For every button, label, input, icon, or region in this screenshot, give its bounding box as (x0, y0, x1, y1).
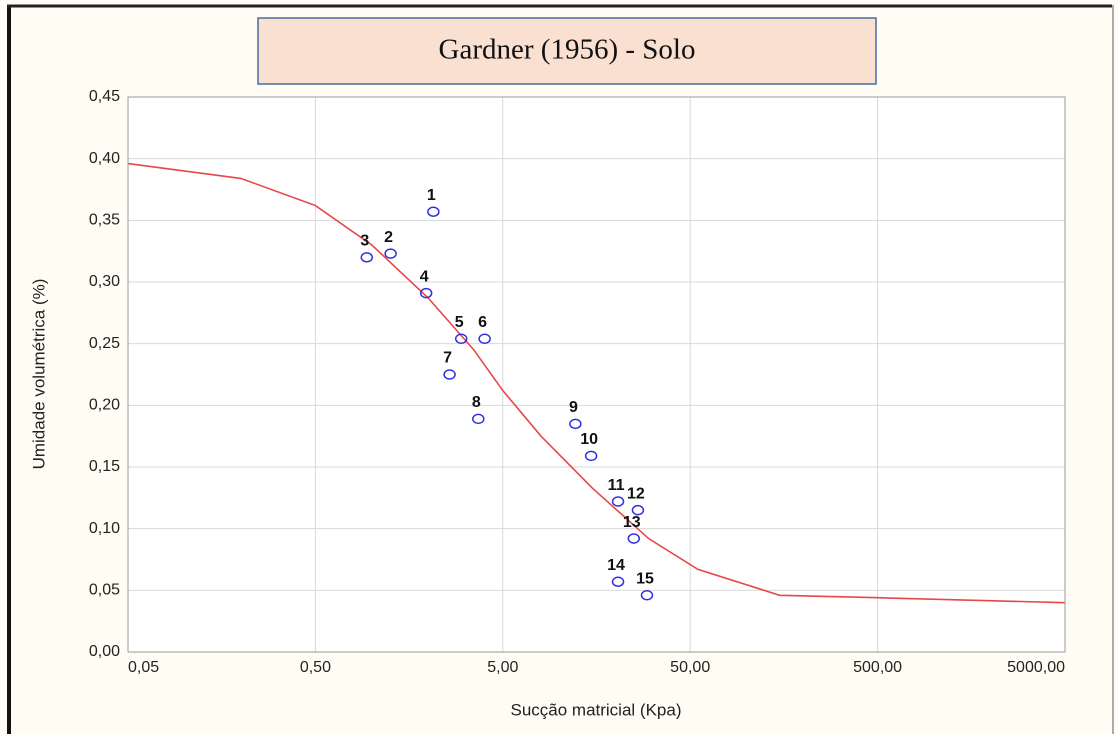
point-label: 5 (455, 314, 464, 331)
y-tick-label: 0,30 (89, 273, 120, 290)
x-tick-label: 50,00 (670, 659, 710, 676)
point-label: 10 (580, 431, 598, 448)
point-label: 11 (608, 477, 625, 494)
plot-bg (128, 97, 1065, 652)
data-point (360, 252, 374, 263)
point-label: 14 (607, 557, 625, 574)
data-point (443, 369, 456, 380)
plot-border (127, 96, 1066, 653)
point-label: 7 (443, 350, 452, 367)
data-point (611, 576, 625, 587)
data-point (454, 333, 468, 344)
point-label: 12 (627, 485, 645, 502)
fit-curve (127, 162, 1066, 604)
data-point (472, 413, 485, 425)
x-tick-label: 5,00 (487, 659, 518, 676)
point-label: 2 (384, 229, 393, 246)
point-label: 4 (420, 268, 429, 285)
data-point (631, 504, 645, 516)
y-axis-label: Umidade volumétrica (%) (29, 279, 48, 470)
y-tick-label: 0,15 (89, 458, 120, 475)
point-label: 1 (427, 187, 436, 204)
data-point (478, 333, 491, 344)
x-tick-label: 500,00 (853, 659, 902, 676)
point-label: 15 (636, 570, 654, 587)
y-tick-label: 0,00 (89, 643, 120, 660)
y-tick-label: 0,45 (89, 88, 120, 105)
y-tick-label: 0,05 (89, 582, 120, 599)
data-point (611, 496, 625, 507)
y-tick-label: 0,25 (89, 335, 120, 352)
y-tick-label: 0,35 (89, 212, 120, 229)
data-point (569, 418, 582, 430)
data-point (384, 248, 397, 259)
x-axis-label: Sucção matricial (Kpa) (510, 700, 681, 719)
x-tick-label: 0,05 (128, 659, 159, 676)
chart-title: Gardner (1956) - Solo (439, 34, 696, 66)
point-label: 9 (569, 399, 578, 416)
data-point (427, 206, 440, 217)
point-label: 8 (472, 394, 481, 411)
y-tick-label: 0,20 (89, 397, 120, 414)
title-box (257, 17, 877, 85)
y-tick-label: 0,40 (89, 150, 120, 167)
x-tick-label: 5000,00 (1007, 659, 1065, 676)
data-point (419, 287, 433, 299)
y-tick-label: 0,10 (89, 520, 120, 537)
data-point (584, 450, 598, 462)
point-label: 13 (623, 514, 641, 531)
data-point (627, 533, 641, 544)
point-label: 3 (360, 233, 369, 250)
data-point (640, 590, 654, 601)
point-label: 6 (478, 314, 487, 331)
x-tick-label: 0,50 (300, 659, 331, 676)
